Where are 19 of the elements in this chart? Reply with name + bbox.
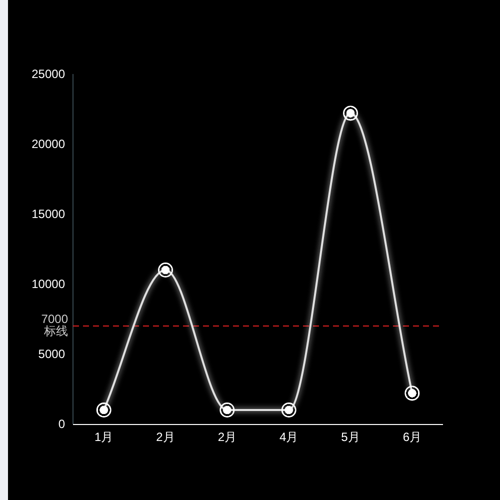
point: [281, 402, 296, 418]
point: [158, 262, 173, 278]
point: [404, 386, 420, 401]
x-tick-label: 2月: [156, 430, 175, 444]
point: [220, 402, 235, 418]
x-tick-label: 2月: [218, 430, 237, 444]
y-tick-label: 15000: [32, 207, 66, 221]
y-tick-label: 0: [58, 417, 66, 431]
point: [96, 402, 112, 418]
point: [343, 106, 358, 121]
y-tick-label: 10000: [32, 277, 66, 291]
x-tick-label: 6月: [402, 430, 422, 444]
y-tick-label: 20000: [32, 137, 66, 151]
x-tick-label: 4月: [279, 430, 298, 444]
y-tick-label: 5000: [38, 347, 66, 361]
ref-line-label: 7000 标线: [41, 312, 68, 338]
x-tick-label: 5月: [341, 430, 360, 444]
x-tick-label: 1月: [94, 430, 114, 444]
y-tick-label: 25000: [32, 67, 66, 81]
